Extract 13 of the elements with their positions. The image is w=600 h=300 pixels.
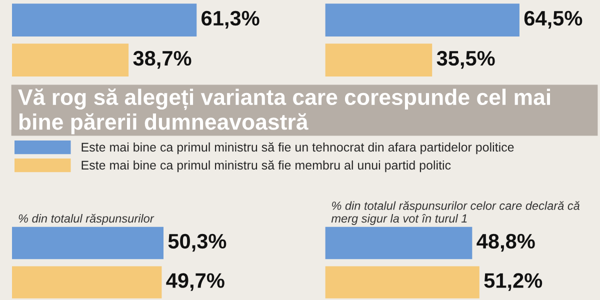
legend-label: Este mai bine ca primul ministru să fie un tehnocrat din afara partidelor politice bbox=[82, 142, 514, 154]
data-label: 64,5% bbox=[524, 10, 582, 29]
chart-subtitle: % din totalul răspunsurilor bbox=[18, 214, 154, 225]
text: Vă rog să alegeți varianta care corespunde cel mai bine părerii dumneavoastră bbox=[18, 88, 550, 134]
chart-subtitle: % din totalul răspunsurilor celor care declară că merg sigur la vot în turul 1 bbox=[331, 201, 580, 225]
data-label: 61,3% bbox=[202, 10, 260, 29]
data-label: 38,7% bbox=[133, 50, 192, 69]
data-label: 51,2% bbox=[484, 273, 542, 291]
data-label: 35,5% bbox=[436, 50, 495, 69]
legend-label: Este mai bine ca primul ministru să fie membru al unui partid politic bbox=[82, 160, 451, 172]
data-label: 49,7% bbox=[166, 273, 224, 291]
data-label: 48,8% bbox=[476, 234, 535, 252]
data-label: 50,3% bbox=[168, 234, 226, 252]
